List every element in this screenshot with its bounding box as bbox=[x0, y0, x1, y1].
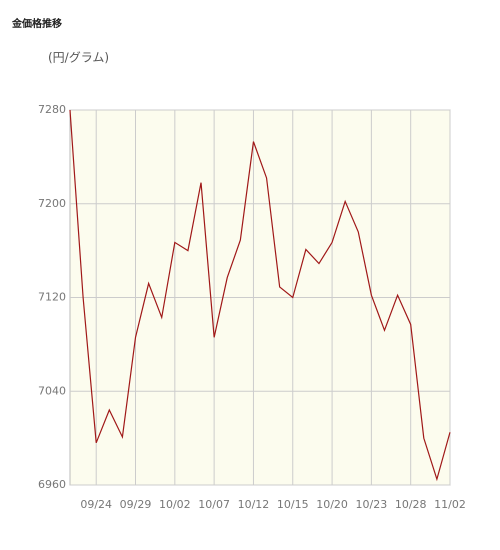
x-tick-label: 10/07 bbox=[198, 498, 230, 511]
x-tick-label: 10/12 bbox=[238, 498, 270, 511]
y-tick-label: 7120 bbox=[38, 291, 66, 304]
y-tick-label: 6960 bbox=[38, 478, 66, 491]
x-tick-label: 10/15 bbox=[277, 498, 309, 511]
chart-subtitle: (円/グラム) bbox=[48, 51, 109, 65]
y-tick-label: 7200 bbox=[38, 197, 66, 210]
x-tick-label: 09/29 bbox=[120, 498, 152, 511]
chart-title: 金価格推移 bbox=[11, 17, 62, 30]
y-tick-label: 7280 bbox=[38, 103, 66, 116]
x-tick-label: 10/02 bbox=[159, 498, 191, 511]
y-tick-label: 7040 bbox=[38, 384, 66, 397]
x-tick-label: 10/20 bbox=[316, 498, 348, 511]
x-tick-label: 10/23 bbox=[356, 498, 388, 511]
x-tick-label: 09/24 bbox=[80, 498, 112, 511]
x-tick-label: 10/28 bbox=[395, 498, 427, 511]
x-tick-label: 11/02 bbox=[434, 498, 466, 511]
data-line bbox=[69, 109, 451, 482]
